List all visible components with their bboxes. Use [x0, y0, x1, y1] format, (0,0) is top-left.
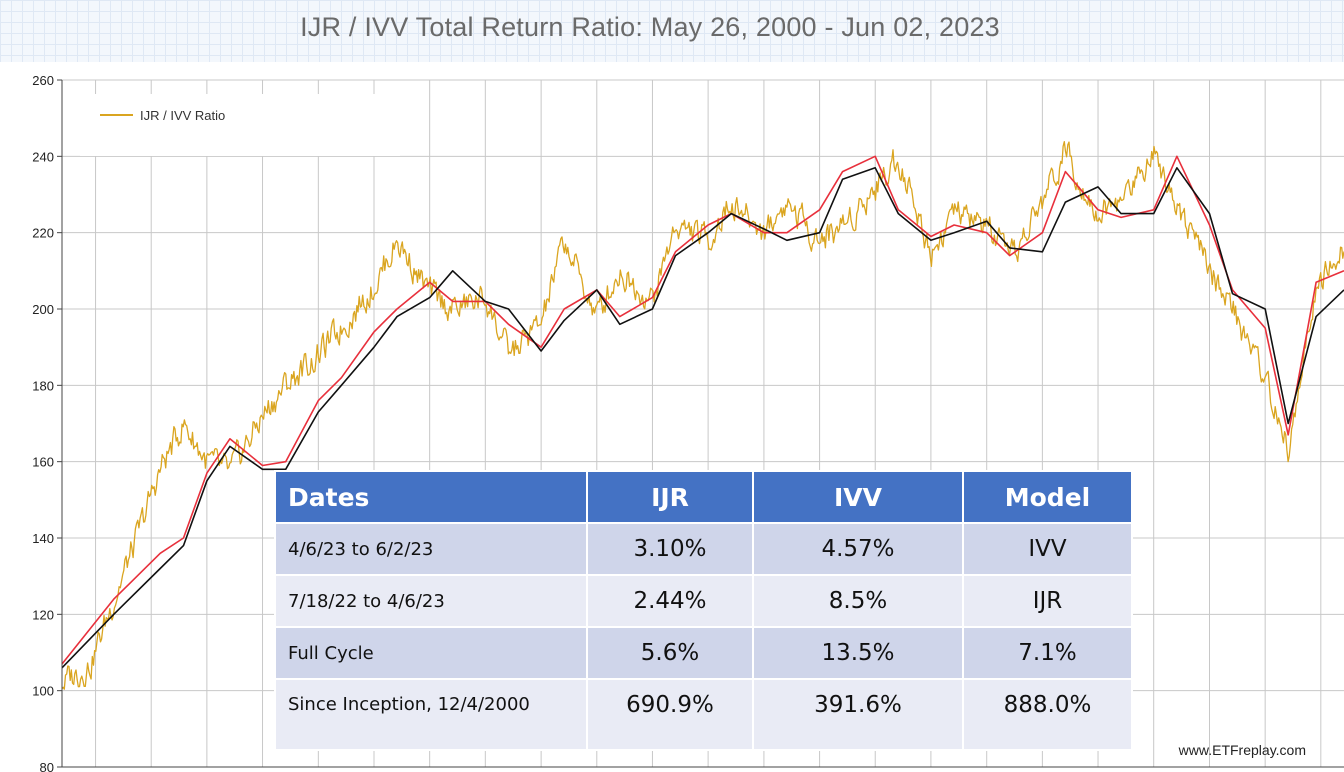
- row-label: Since Inception, 12/4/2000: [274, 678, 588, 751]
- ivv-cell: 4.57%: [752, 522, 964, 576]
- model-cell: IVV: [962, 522, 1133, 576]
- ijr-cell: 3.10%: [586, 522, 754, 576]
- header-ijr: IJR: [586, 470, 754, 524]
- ijr-cell: 2.44%: [586, 574, 754, 628]
- table-header-row: Dates IJR IVV Model: [274, 470, 1133, 524]
- row-label: Full Cycle: [274, 626, 588, 680]
- y-tick-label: 80: [40, 760, 54, 772]
- row-label: 4/6/23 to 6/2/23: [274, 522, 588, 576]
- ivv-cell: 391.6%: [752, 678, 964, 751]
- y-tick-label: 240: [32, 149, 54, 164]
- y-tick-label: 160: [32, 455, 54, 470]
- table-row: Full Cycle 5.6% 13.5% 7.1%: [274, 626, 1133, 680]
- y-tick-label: 100: [32, 684, 54, 699]
- series-line-ratio: [61, 140, 1344, 690]
- chart-title: IJR / IVV Total Return Ratio: May 26, 20…: [300, 12, 1000, 42]
- model-cell: 888.0%: [962, 678, 1133, 751]
- ivv-cell: 8.5%: [752, 574, 964, 628]
- legend: IJR / IVV Ratio: [80, 94, 400, 156]
- y-tick-label: 220: [32, 226, 54, 241]
- model-cell: 7.1%: [962, 626, 1133, 680]
- series-lines: [61, 140, 1344, 690]
- ijr-cell: 690.9%: [586, 678, 754, 751]
- model-cell: IJR: [962, 574, 1133, 628]
- header-dates: Dates: [274, 470, 588, 524]
- y-tick-label: 200: [32, 302, 54, 317]
- table-row: Since Inception, 12/4/2000 690.9% 391.6%…: [274, 678, 1133, 751]
- ivv-cell: 13.5%: [752, 626, 964, 680]
- legend-box: [80, 94, 400, 156]
- y-tick-label: 120: [32, 607, 54, 622]
- header-ivv: IVV: [752, 470, 964, 524]
- site-credit: www.ETFreplay.com: [1178, 742, 1306, 758]
- title-band: [0, 0, 1344, 62]
- table-row: 7/18/22 to 4/6/23 2.44% 8.5% IJR: [274, 574, 1133, 628]
- header-model: Model: [962, 470, 1133, 524]
- stats-table: Dates IJR IVV Model 4/6/23 to 6/2/23 3.1…: [274, 470, 1133, 751]
- y-tick-label: 260: [32, 73, 54, 88]
- ijr-cell: 5.6%: [586, 626, 754, 680]
- y-tick-label: 180: [32, 378, 54, 393]
- table-row: 4/6/23 to 6/2/23 3.10% 4.57% IVV: [274, 522, 1133, 576]
- series-line-black: [61, 167, 1344, 669]
- y-axis: 80 100 120 140 160 180 200 220 240 260: [32, 73, 1344, 772]
- row-label: 7/18/22 to 4/6/23: [274, 574, 588, 628]
- legend-label: IJR / IVV Ratio: [140, 108, 225, 123]
- y-tick-label: 140: [32, 531, 54, 546]
